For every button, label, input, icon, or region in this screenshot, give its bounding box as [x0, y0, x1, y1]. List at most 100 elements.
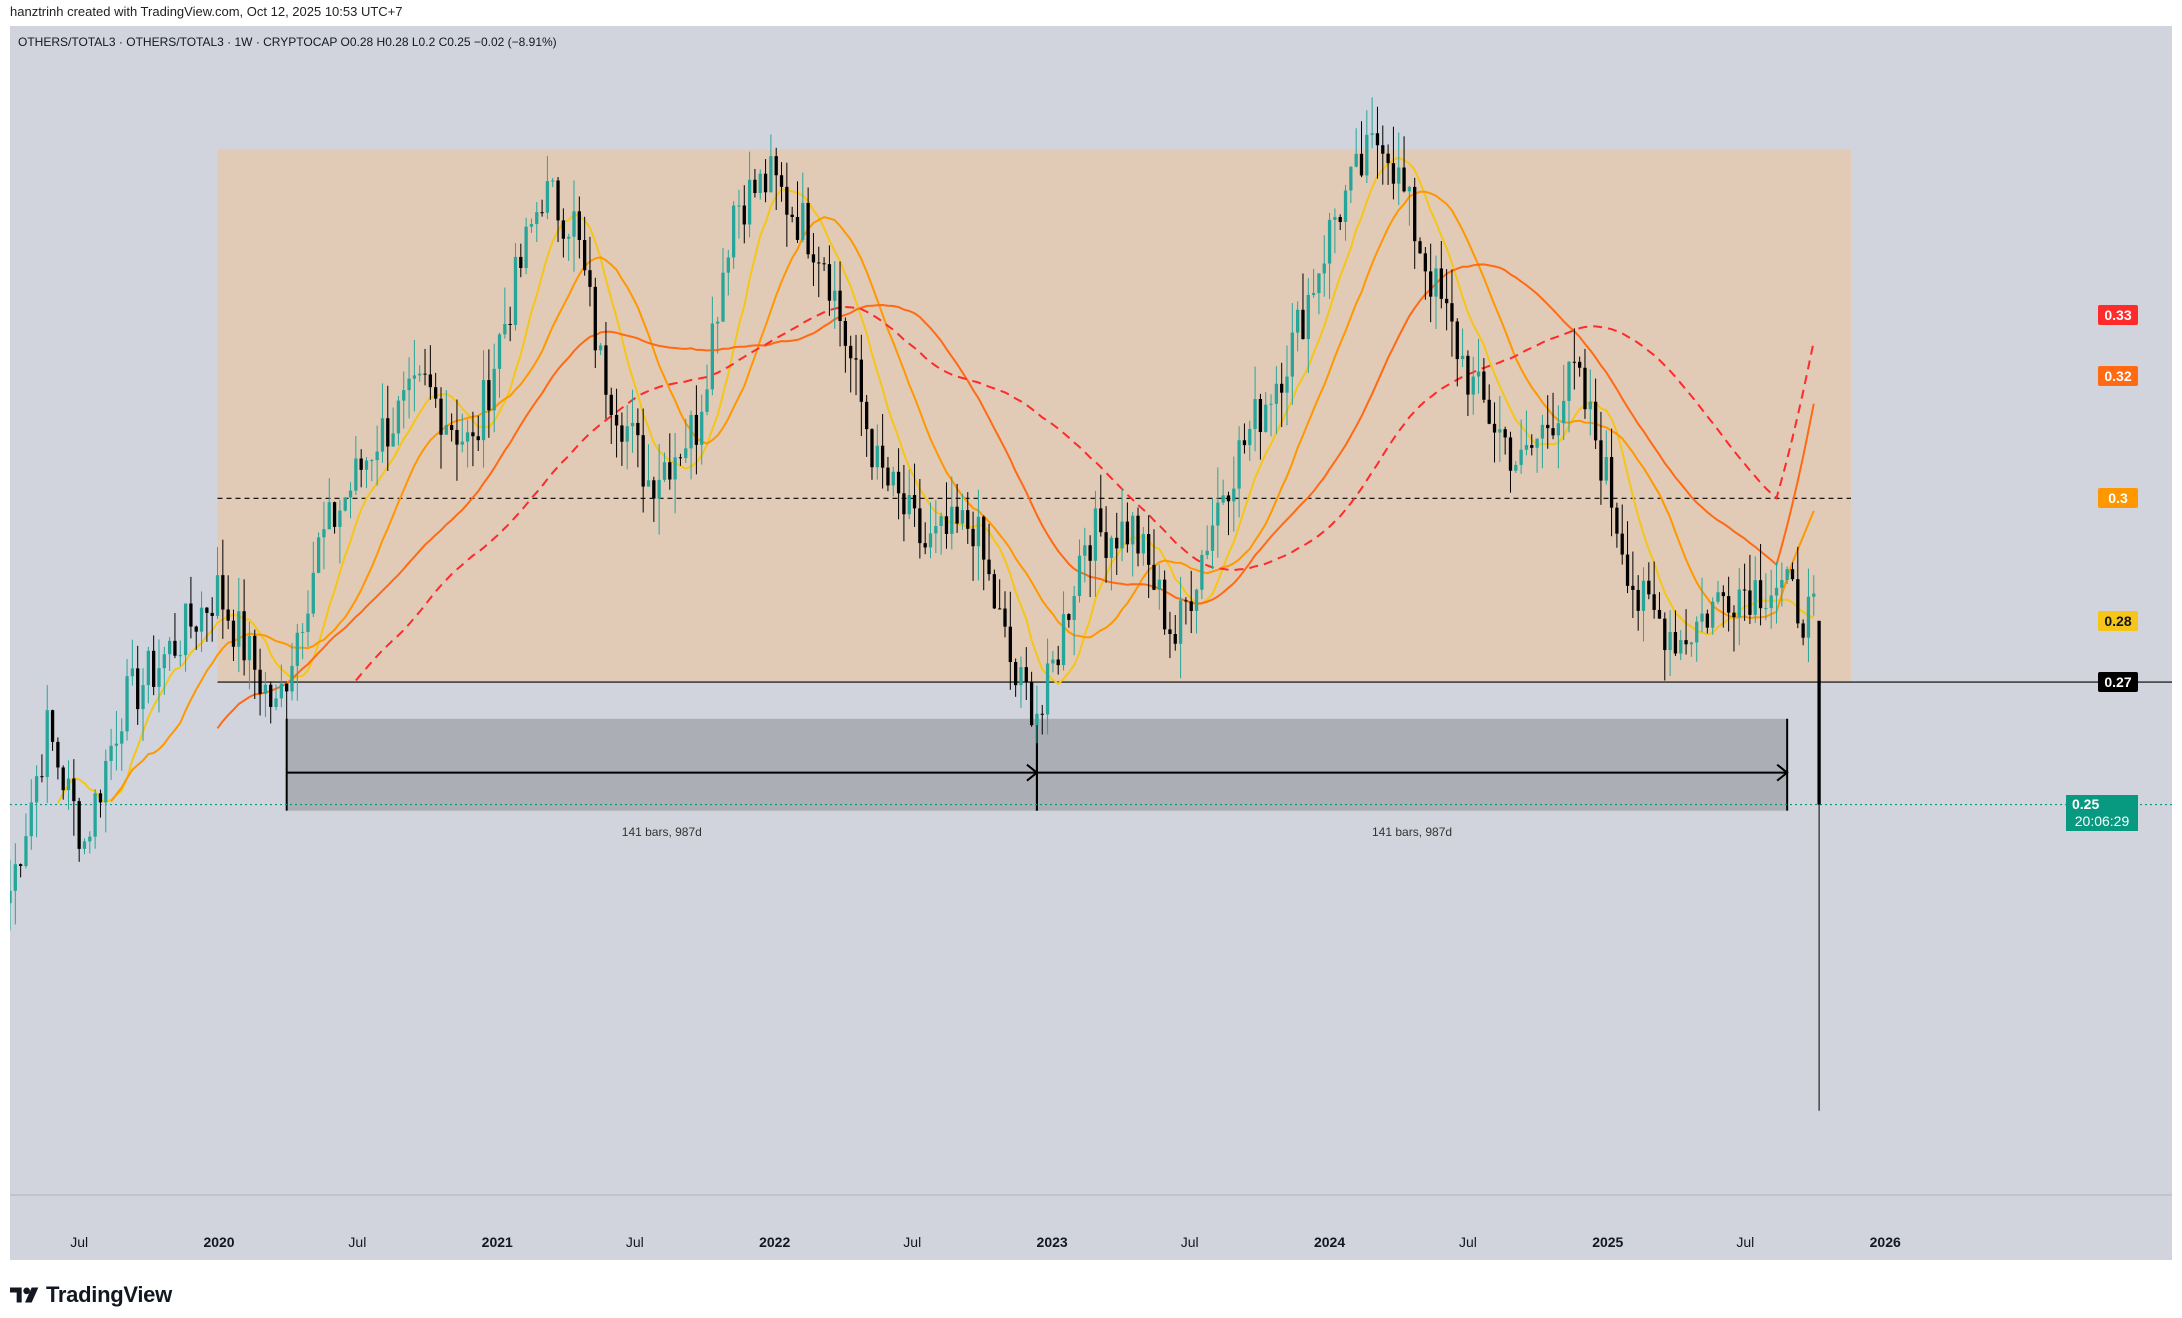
candle-body: [66, 778, 71, 791]
candle-body: [540, 212, 544, 214]
candle-body: [1700, 613, 1704, 622]
candle-body: [694, 414, 699, 445]
candle-body: [1370, 133, 1374, 135]
candle-body: [668, 462, 672, 480]
candle-body: [386, 418, 390, 447]
candle-body: [141, 685, 145, 710]
candle-body: [189, 603, 193, 627]
candle-body: [1498, 429, 1502, 433]
candle-body: [412, 375, 417, 379]
candle-body: [56, 741, 60, 768]
candle-body: [742, 205, 746, 225]
ma-long-price-tag: 0.33: [2098, 304, 2138, 325]
candle-body: [795, 217, 800, 240]
candle-body: [1327, 219, 1332, 264]
candle-body: [1013, 662, 1018, 686]
candle-body: [705, 389, 709, 412]
candle-body: [912, 495, 917, 509]
candle-body: [423, 373, 427, 375]
candle-body: [572, 211, 576, 237]
candle-body: [1657, 609, 1662, 619]
time-axis-tick: Jul: [1458, 1234, 1477, 1250]
candle-body: [226, 609, 230, 621]
candle-body: [1684, 640, 1688, 645]
candle-body: [210, 612, 214, 616]
candle-body: [1572, 361, 1576, 363]
candle-body: [971, 528, 975, 547]
candle-body: [1790, 569, 1795, 580]
candle-body: [907, 495, 911, 515]
candle-body: [1487, 399, 1491, 424]
candle-body: [625, 426, 629, 442]
candle-body: [769, 156, 773, 193]
candle-body: [870, 429, 874, 468]
candle-body: [481, 380, 486, 441]
candle-body: [1152, 564, 1156, 590]
last-price-value: 0.25: [2072, 795, 2100, 812]
candle-body: [726, 257, 730, 273]
candle-body: [295, 632, 299, 666]
tradingview-logo-icon: [10, 1287, 39, 1303]
candle-body: [1019, 667, 1023, 686]
candle-body: [790, 214, 794, 218]
candle-body: [779, 175, 784, 187]
candle-body: [811, 254, 816, 263]
candle-body: [1242, 440, 1247, 446]
candle-body: [167, 640, 172, 655]
candle-body: [1280, 383, 1284, 393]
candle-body: [338, 510, 342, 527]
candle-body: [1466, 355, 1470, 395]
candle-body: [583, 240, 587, 271]
range-box: [217, 149, 1852, 683]
candle-body: [1200, 554, 1204, 590]
candle-body: [1716, 592, 1720, 602]
chart-area[interactable]: OTHERS/TOTAL3 · OTHERS/TOTAL3 · 1W · CRY…: [10, 26, 2172, 1260]
candle-body: [1072, 596, 1076, 620]
candle-body: [1290, 332, 1294, 377]
candle-body: [1035, 713, 1039, 726]
candle-body: [896, 471, 901, 494]
candle-body: [1168, 629, 1172, 634]
candle-body: [1583, 367, 1587, 410]
candle-body: [1131, 515, 1135, 545]
candle-body: [1524, 445, 1529, 450]
candle-body: [1748, 590, 1752, 615]
candle-body: [157, 668, 161, 687]
candle-body: [1551, 428, 1555, 436]
time-axis-tick: 2025: [1592, 1234, 1624, 1250]
candle-body: [1375, 133, 1380, 146]
candle-body: [700, 411, 704, 445]
chart-svg[interactable]: [10, 26, 2172, 1260]
candle-body: [322, 529, 326, 538]
candle-body: [636, 422, 640, 436]
candle-body: [827, 264, 832, 301]
candle-body: [758, 173, 762, 194]
candle-body: [1258, 399, 1263, 433]
candle-body: [593, 286, 597, 351]
candle-body: [598, 345, 603, 351]
ma-slow-line: [216, 263, 1815, 729]
candle-body: [1104, 532, 1108, 558]
candle-body: [258, 669, 262, 694]
candle-body: [1125, 521, 1130, 545]
candle-body: [721, 272, 725, 322]
candle-body: [753, 179, 757, 194]
candle-body: [1365, 134, 1369, 176]
candle-body: [332, 502, 337, 527]
candle-body: [1641, 580, 1646, 611]
candle-body: [1359, 153, 1364, 176]
candle-body: [1088, 545, 1092, 561]
candle-body: [987, 559, 991, 575]
candle-body: [1173, 633, 1177, 644]
candle-body: [125, 676, 129, 732]
candle-body: [183, 603, 188, 656]
candle-body: [966, 510, 970, 529]
candle-body: [561, 220, 566, 239]
candle-body: [72, 778, 76, 802]
candle-body: [524, 226, 528, 269]
candle-body: [1099, 508, 1103, 533]
candle-body: [1578, 361, 1582, 368]
candle-body: [242, 611, 246, 661]
candle-body: [1668, 632, 1672, 651]
candle-body: [370, 460, 374, 462]
